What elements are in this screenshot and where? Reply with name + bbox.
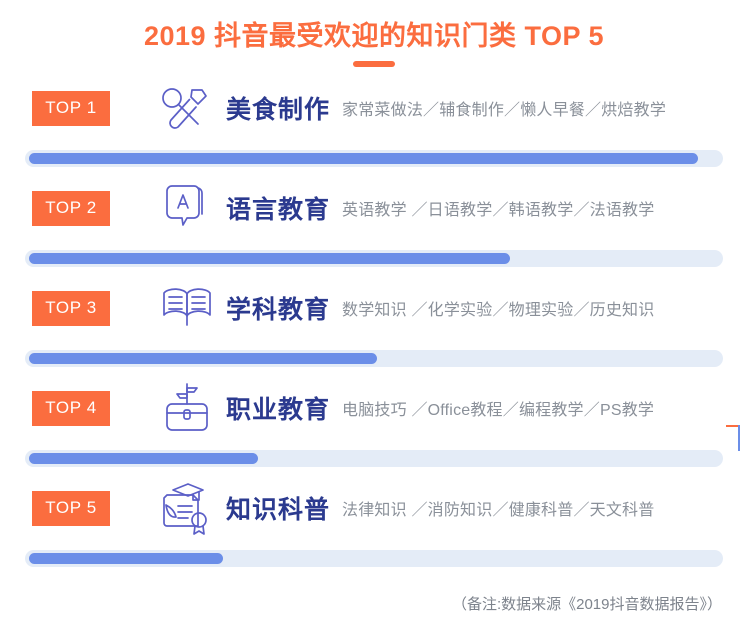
category-name: 语言教育 (226, 196, 331, 225)
list-item[interactable]: TOP 1 美食制作 家常菜做法／辅食制作／懒人早餐／烘焙教学 (0, 77, 748, 177)
magnifier-spatula-icon (156, 86, 218, 130)
progress-fill (29, 353, 377, 365)
status-badge: TOP 5 (32, 490, 110, 526)
progress-fill (29, 453, 259, 465)
header: 2019 抖音最受欢迎的知识门类 TOP 5 (0, 0, 748, 68)
category-tags: 英语教学 ／日语教学／韩语教学／法语教学 (342, 202, 655, 220)
corner-bracket-decoration (726, 425, 740, 451)
progress-track (25, 150, 723, 168)
category-tags: 数学知识 ／化学实验／物理实验／历史知识 (342, 302, 655, 320)
category-tags: 电脑技巧 ／Office教程／编程教学／PS教学 (342, 402, 655, 420)
briefcase-icon (156, 382, 218, 434)
status-badge: TOP 3 (32, 290, 110, 326)
status-badge: TOP 4 (32, 390, 110, 426)
category-name: 知识科普 (226, 496, 331, 525)
progress-track (25, 350, 723, 368)
list-item[interactable]: TOP 4 职业教育 电脑技巧 ／Office教程／编程教学／PS教学 (0, 377, 748, 477)
page-title: 2019 抖音最受欢迎的知识门类 TOP 5 (143, 21, 605, 51)
progress-track (25, 550, 723, 568)
open-book-icon (156, 285, 218, 331)
ranking-list: TOP 1 美食制作 家常菜做法／辅食制作／懒人早餐／烘焙教学 TOP 2 (0, 77, 748, 577)
row-content: TOP 4 职业教育 电脑技巧 ／Office教程／编程教学／PS教学 (0, 377, 748, 439)
speech-bubble-a-icon (156, 183, 218, 233)
graduation-certificate-icon (156, 480, 218, 536)
status-badge: TOP 1 (32, 90, 110, 126)
category-name: 美食制作 (226, 96, 331, 125)
list-item[interactable]: TOP 5 知识科普 法律知识 ／消防知识／健康科普／天文科普 (0, 477, 748, 577)
corner-bracket-vertical (738, 425, 740, 451)
progress-fill (29, 553, 224, 565)
progress-fill (29, 253, 510, 265)
category-name: 职业教育 (226, 396, 331, 425)
row-content: TOP 2 语言教育 英语教学 ／日语教学／韩语教学／法语教学 (0, 177, 748, 239)
corner-bracket-horizontal (726, 425, 740, 427)
category-tags: 家常菜做法／辅食制作／懒人早餐／烘焙教学 (342, 102, 667, 120)
title-accent-underline (353, 61, 395, 68)
source-footnote: （备注:数据来源《2019抖音数据报告》） (451, 596, 722, 613)
row-content: TOP 3 学科教育 数学知识 ／化学实验／物理实验／历史知识 (0, 277, 748, 339)
row-content: TOP 5 知识科普 法律知识 ／消防知识／健康科普／天文科普 (0, 477, 748, 539)
category-name: 学科教育 (226, 296, 331, 325)
status-badge: TOP 2 (32, 190, 110, 226)
progress-fill (29, 153, 699, 165)
list-item[interactable]: TOP 3 学科教育 数学知识 ／化学实验／物理实验／历史知识 (0, 277, 748, 377)
progress-track (25, 450, 723, 468)
progress-track (25, 250, 723, 268)
row-content: TOP 1 美食制作 家常菜做法／辅食制作／懒人早餐／烘焙教学 (0, 77, 748, 139)
category-tags: 法律知识 ／消防知识／健康科普／天文科普 (342, 502, 655, 520)
list-item[interactable]: TOP 2 语言教育 英语教学 ／日语教学／韩语教学／法语教学 (0, 177, 748, 277)
